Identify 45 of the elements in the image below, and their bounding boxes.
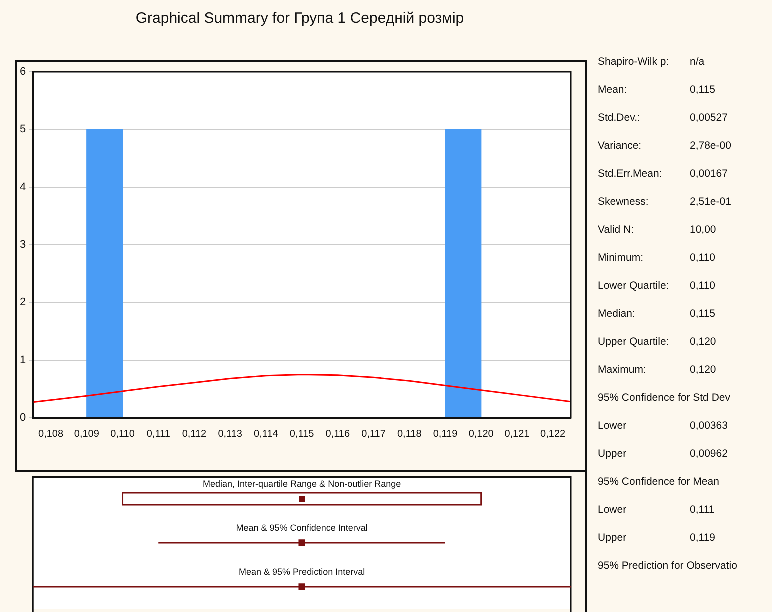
x-tick-label: 0,111 xyxy=(146,428,171,440)
text: 95% Confidence for Std Dev xyxy=(598,392,730,404)
x-tick-label: 0,120 xyxy=(468,428,494,440)
text: Lower 0,00363 xyxy=(598,420,728,432)
x-tick-label: 0,115 xyxy=(290,428,315,440)
x-tick-label: 0,121 xyxy=(504,428,530,440)
text: Lower 0,111 xyxy=(598,504,715,516)
x-tick-label: 0,122 xyxy=(540,428,566,440)
text: 95% Confidence for Mean xyxy=(598,476,720,488)
text: Median: 0,115 xyxy=(598,308,716,320)
x-tick-label: 0,113 xyxy=(218,428,243,440)
text: Upper Quartile: 0,120 xyxy=(598,336,716,348)
category-label: Mean & 95% Prediction Interval xyxy=(239,567,366,577)
text: Maximum: 0,120 xyxy=(598,364,716,376)
text: Variance: 2,78e-00 xyxy=(598,140,732,152)
x-tick-label: 0,117 xyxy=(362,428,386,440)
x-tick-label: 0,118 xyxy=(397,428,422,440)
x-tick-label: 0,112 xyxy=(182,428,208,440)
text: Std.Err.Mean: 0,00167 xyxy=(598,168,728,180)
x-tick-label: 0,119 xyxy=(433,428,458,440)
text: Lower Quartile: 0,110 xyxy=(598,280,716,292)
text: Upper 0,00962 xyxy=(598,448,728,460)
text: Minimum: 0,110 xyxy=(598,252,716,264)
x-tick-label: 0,114 xyxy=(254,428,279,440)
x-tick-label: 0,109 xyxy=(74,428,100,440)
x-tick-label: 0,116 xyxy=(326,428,350,440)
text: Upper 0,119 xyxy=(598,532,716,544)
text: 95% Prediction for Observatio xyxy=(598,560,738,572)
x-tick-label: 0,108 xyxy=(38,428,64,440)
text: Valid N: 10,00 xyxy=(598,224,716,236)
text: Mean: 0,115 xyxy=(598,84,716,96)
y-tick-label: 0 xyxy=(20,412,26,424)
y-tick-label: 3 xyxy=(20,239,26,252)
text: Skewness: 2,51e-01 xyxy=(598,196,732,208)
text: Std.Dev.: 0,00527 xyxy=(598,112,728,124)
text: Shapiro-Wilk p: n/a xyxy=(598,56,705,68)
y-tick-label: 6 xyxy=(20,66,26,78)
category-label: Mean & 95% Confidence Interval xyxy=(236,523,368,533)
category-label: Median, Inter-quartile Range & Non-outlier Range xyxy=(202,479,402,489)
y-tick-label: 4 xyxy=(20,181,26,194)
y-tick-label: 2 xyxy=(20,296,26,309)
y-tick-label: 5 xyxy=(20,124,26,136)
x-tick-label: 0,110 xyxy=(110,428,136,440)
y-tick-label: 1 xyxy=(20,354,26,366)
chart-title: Graphical Summary for Група 1 Середній розмір xyxy=(134,10,466,27)
